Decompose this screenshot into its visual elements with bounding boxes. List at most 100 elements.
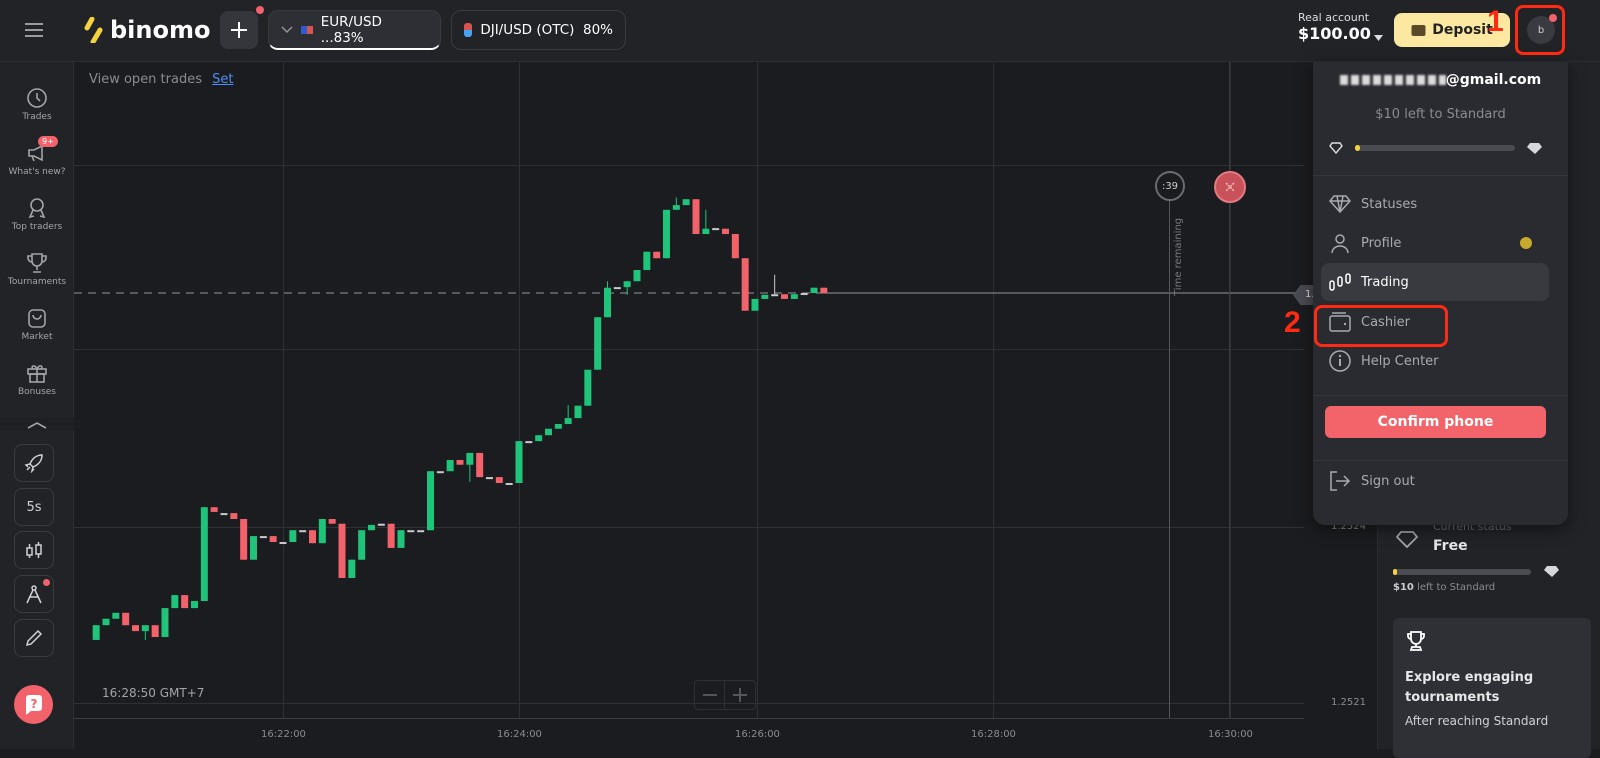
menu-item-sign-out[interactable]: Sign out: [1321, 462, 1549, 500]
menu-item-label: Cashier: [1361, 314, 1411, 330]
menu-item-cashier[interactable]: Cashier: [1321, 303, 1549, 341]
user-icon: [1331, 234, 1349, 253]
help-button[interactable]: ?: [14, 685, 53, 724]
candle: [722, 228, 729, 235]
logo[interactable]: binomo: [84, 16, 210, 44]
candle: [663, 209, 670, 259]
sidebar-item-label: Tournaments: [7, 277, 67, 287]
deposit-button[interactable]: Deposit: [1394, 13, 1510, 47]
avatar[interactable]: b: [1527, 14, 1557, 44]
tournaments-card[interactable]: Explore engaging tournaments After reach…: [1393, 618, 1591, 758]
candle-body: [377, 523, 385, 526]
timeframe-button[interactable]: 5s: [14, 488, 54, 526]
candle-body: [731, 234, 739, 259]
candle-body: [289, 530, 297, 543]
trophy-icon: [27, 253, 47, 273]
chevron-down-icon: [281, 26, 293, 33]
status-diamond-icon: [1396, 531, 1418, 548]
sidebar-item-top-traders[interactable]: Top traders: [0, 197, 74, 232]
candle-body: [112, 612, 120, 619]
candle-body: [574, 405, 582, 419]
candle-body: [604, 287, 611, 318]
menu-item-trading[interactable]: Trading: [1321, 263, 1549, 301]
asset-tab-eurusd[interactable]: EUR/USD ...83%: [268, 10, 441, 50]
x-tick-label: 16:24:00: [497, 729, 542, 740]
menu-item-statuses[interactable]: Statuses: [1321, 185, 1549, 223]
sidebar-item-trades[interactable]: Trades: [0, 87, 74, 122]
account-selector[interactable]: Real account $100.00: [1298, 11, 1371, 43]
candle-body: [161, 608, 169, 637]
candle-body: [505, 483, 513, 486]
candle: [259, 536, 267, 539]
candle: [623, 281, 631, 295]
candle: [161, 608, 169, 637]
set-link[interactable]: Set: [212, 72, 234, 87]
candle: [790, 294, 798, 299]
timer-badge: :39: [1155, 171, 1185, 201]
status-value: Free: [1433, 538, 1468, 554]
candle: [171, 595, 179, 609]
deposit-label: Deposit: [1432, 22, 1493, 38]
indicators-button[interactable]: [14, 575, 54, 613]
menu-progress-bar: [1355, 145, 1515, 151]
candle-body: [141, 625, 149, 632]
candle-body: [613, 287, 621, 290]
candle: [141, 625, 149, 640]
minus-icon: [702, 694, 717, 696]
menu-item-profile[interactable]: Profile: [1321, 224, 1549, 262]
candle-body: [407, 530, 415, 533]
grid-line: [283, 62, 284, 719]
menu-icon[interactable]: [24, 22, 44, 42]
add-asset-button[interactable]: [220, 6, 264, 49]
candle: [122, 612, 130, 626]
candle-body: [554, 424, 562, 429]
menu-item-help-center[interactable]: Help Center: [1321, 342, 1549, 380]
sidebar-item-label: Trades: [22, 112, 52, 122]
flag-icon: [300, 25, 313, 34]
close-trade-icon[interactable]: [1214, 171, 1246, 203]
sidebar-item-market[interactable]: Market: [0, 307, 74, 342]
notification-dot: [1549, 14, 1557, 22]
asset-label: EUR/USD ...83%: [320, 13, 382, 46]
sidebar-item-whats-new[interactable]: What's new? 9+: [0, 136, 74, 177]
rocket-tool-button[interactable]: [14, 444, 54, 482]
zoom-in-button[interactable]: [725, 681, 755, 709]
candle: [682, 199, 690, 206]
divider: [1313, 175, 1568, 176]
candle: [417, 530, 425, 533]
sidebar: Trades What's new? 9+ Top traders Tourna…: [0, 62, 74, 749]
y-tick-label: 1.2524: [1331, 521, 1366, 532]
candle-body: [771, 294, 779, 297]
redacted-email-prefix: [1339, 75, 1446, 85]
badge: 9+: [38, 136, 58, 147]
candle: [574, 405, 582, 419]
sidebar-item-bonuses[interactable]: Bonuses: [0, 362, 74, 397]
annotation-step-1: 1: [1487, 5, 1504, 38]
candle: [564, 405, 572, 425]
collapse-toggle[interactable]: [0, 417, 74, 431]
candle-body: [790, 294, 798, 299]
candle-body: [279, 542, 287, 545]
chart-type-button[interactable]: [14, 531, 54, 569]
candle: [358, 530, 366, 560]
top-bar: binomo EUR/USD ...83% DJI/USD (OTC) 80% …: [0, 0, 1600, 62]
confirm-phone-button[interactable]: Confirm phone: [1325, 406, 1546, 438]
asset-label: DJI/USD (OTC) 80%: [480, 22, 613, 38]
asset-tab-djiusd[interactable]: DJI/USD (OTC) 80%: [451, 10, 626, 50]
sidebar-item-tournaments[interactable]: Tournaments: [0, 252, 74, 287]
candle: [112, 612, 120, 619]
caret-down-icon[interactable]: [1374, 26, 1383, 45]
rocket-icon: [24, 454, 43, 473]
megaphone-icon: [28, 144, 43, 162]
candle-body: [545, 428, 552, 436]
flag-icon: [464, 23, 473, 37]
status-progress-text: $10 left to Standard: [1375, 107, 1506, 122]
candle: [731, 234, 739, 259]
candle: [397, 530, 405, 548]
zoom-out-button[interactable]: [695, 681, 725, 709]
candle: [495, 477, 503, 484]
diamond-icon: [1329, 195, 1351, 214]
menu-item-label: Profile: [1361, 235, 1402, 251]
heart-diamond-icon: [1329, 142, 1343, 154]
drawing-button[interactable]: [14, 619, 54, 657]
